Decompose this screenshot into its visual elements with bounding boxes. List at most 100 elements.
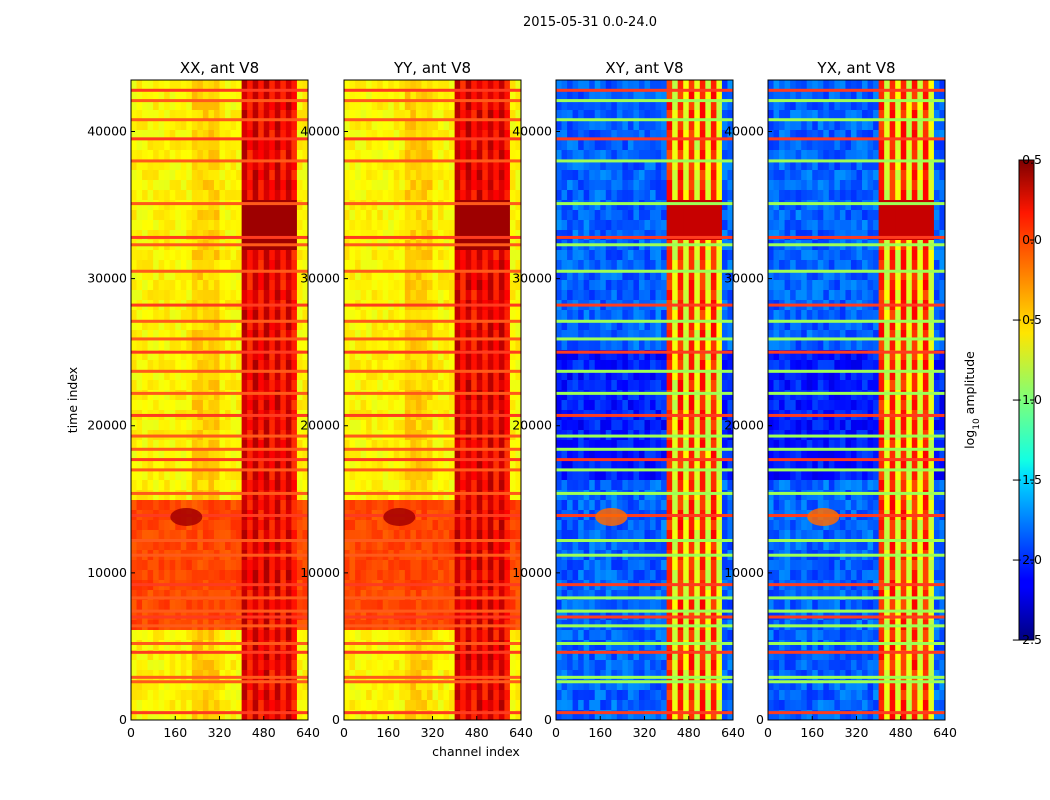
heatmap-cell [285, 220, 292, 231]
heatmap-cell [622, 190, 629, 201]
heatmap-cell [191, 280, 198, 291]
heatmap-cell [131, 130, 137, 141]
heatmap-cell [158, 370, 165, 381]
heatmap-cell [291, 150, 298, 161]
heatmap-cell [498, 120, 505, 131]
heatmap-cell [705, 90, 712, 101]
heatmap-cell [399, 700, 406, 711]
heatmap-cell [219, 590, 226, 601]
heatmap-cell [175, 190, 182, 201]
heatmap-cell [611, 120, 618, 131]
heatmap-cell [236, 440, 243, 451]
heatmap-cell [269, 210, 276, 221]
heatmap-cell [153, 150, 160, 161]
heatmap-cell [302, 90, 309, 101]
heatmap-cell [504, 690, 511, 701]
heatmap-cell [666, 90, 673, 101]
heatmap-cell [655, 200, 662, 211]
heatmap-cell [487, 80, 494, 91]
heatmap-cell [388, 560, 395, 571]
heatmap-cell [291, 470, 298, 481]
heatmap-cell [247, 380, 254, 391]
heatmap-cell [355, 80, 361, 91]
heatmap-cell [393, 500, 400, 511]
heatmap-cell [421, 570, 428, 581]
heatmap-cell [236, 500, 243, 511]
heatmap-cell [509, 530, 516, 541]
heatmap-cell [644, 290, 651, 301]
heatmap-cell [355, 270, 361, 281]
heatmap-cell [415, 360, 422, 371]
heatmap-cell [515, 180, 522, 191]
heatmap-cell [355, 570, 361, 581]
heatmap-cell [493, 390, 500, 401]
heatmap-cell [355, 360, 361, 371]
heatmap-cell [285, 310, 292, 321]
heatmap-cell [454, 330, 461, 341]
heatmap-cell [280, 380, 287, 391]
heatmap-cell [169, 710, 176, 721]
heatmap-cell [460, 560, 467, 571]
heatmap-cell [504, 500, 511, 511]
heatmap-cell [471, 130, 478, 141]
heatmap-cell [583, 180, 590, 191]
heatmap-cell [688, 130, 695, 141]
heatmap-cell [269, 360, 276, 371]
heatmap-cell [399, 590, 406, 601]
heatmap-cell [482, 260, 489, 271]
heatmap-cell [285, 190, 292, 201]
heatmap-cell [438, 200, 444, 211]
heatmap-cell [252, 450, 259, 461]
heatmap-cell [230, 100, 237, 111]
heatmap-cell [504, 80, 511, 91]
heatmap-cell [589, 190, 596, 201]
heatmap-cell [388, 500, 395, 511]
heatmap-cell [449, 540, 456, 551]
heatmap-cell [666, 260, 673, 271]
heatmap-cell [269, 710, 276, 721]
heatmap-cell [158, 190, 165, 201]
heatmap-cell [349, 350, 356, 361]
heatmap-cell [426, 470, 433, 481]
heatmap-cell [382, 230, 389, 241]
heatmap-cell [399, 460, 406, 471]
heatmap-cell [382, 570, 389, 581]
heatmap-cell [471, 390, 478, 401]
heatmap-cell [208, 270, 215, 281]
heatmap-cell [136, 120, 143, 131]
heatmap-cell [509, 320, 516, 331]
heatmap-cell [180, 100, 187, 111]
heatmap-cell [677, 90, 684, 101]
heatmap-cell [169, 670, 176, 681]
heatmap-band [344, 641, 521, 645]
heatmap-cell [202, 450, 209, 461]
heatmap-cell [699, 280, 706, 291]
heatmap-cell [230, 660, 237, 671]
heatmap-cell [142, 260, 148, 271]
heatmap-cell [197, 670, 204, 681]
heatmap-cell [443, 480, 450, 491]
heatmap-cell [471, 440, 478, 451]
heatmap-cell [388, 460, 395, 471]
heatmap-cell [355, 660, 361, 671]
heatmap-cell [247, 600, 254, 611]
heatmap-cell [280, 210, 287, 221]
heatmap-cell [410, 480, 417, 491]
heatmap-cell [515, 600, 522, 611]
heatmap-cell [605, 140, 612, 151]
heatmap-cell [241, 120, 248, 131]
heatmap-cell [136, 560, 143, 571]
heatmap-cell [399, 450, 406, 461]
heatmap-cell [258, 310, 265, 321]
heatmap-cell [393, 370, 400, 381]
heatmap-cell [355, 340, 361, 351]
heatmap-cell [421, 440, 428, 451]
heatmap-cell [556, 190, 562, 201]
heatmap-cell [236, 130, 243, 141]
heatmap-cell [191, 100, 198, 111]
heatmap-cell [509, 290, 516, 301]
heatmap-cell [705, 220, 712, 231]
heatmap-cell [688, 150, 695, 161]
heatmap-cell [344, 320, 350, 331]
heatmap-cell [449, 220, 456, 231]
